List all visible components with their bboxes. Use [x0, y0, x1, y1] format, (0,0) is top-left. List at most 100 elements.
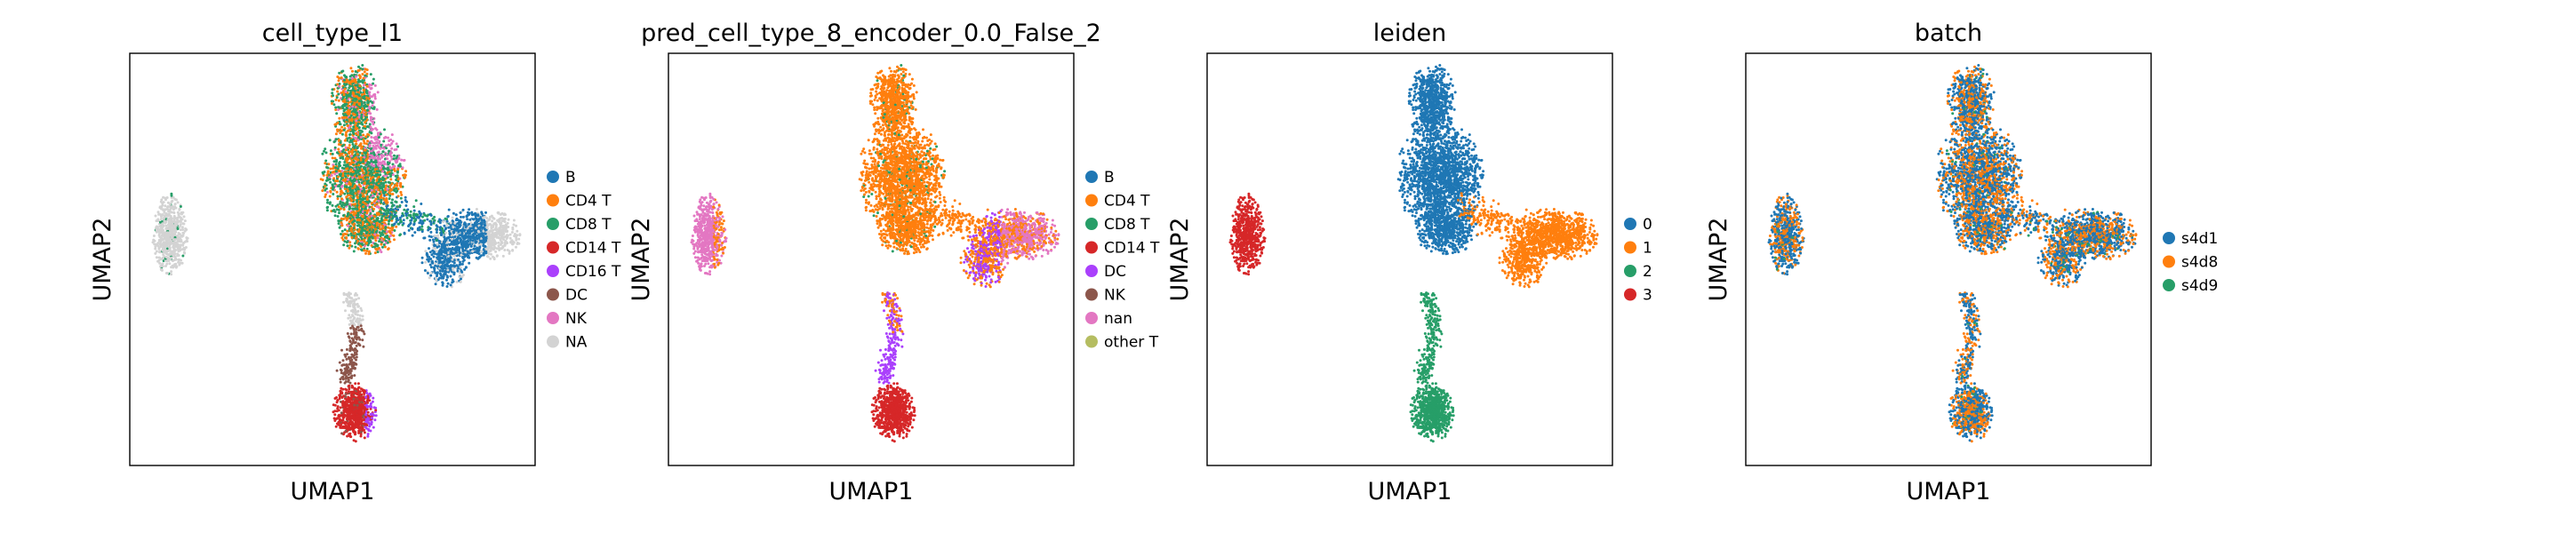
- scatter-point: [356, 195, 359, 198]
- scatter-point: [412, 212, 416, 216]
- scatter-point: [364, 251, 367, 255]
- scatter-point: [337, 79, 340, 83]
- scatter-point: [344, 387, 348, 391]
- scatter-point: [323, 149, 325, 153]
- scatter-point: [376, 138, 380, 141]
- scatter-point: [350, 192, 354, 195]
- scatter-point: [433, 215, 436, 219]
- scatter-point: [387, 226, 390, 229]
- scatter-point: [369, 125, 372, 129]
- scatter-point: [387, 248, 390, 251]
- scatter-point: [507, 218, 510, 221]
- scatter-point: [325, 206, 329, 210]
- scatter-point: [343, 171, 347, 175]
- scatter-point: [337, 222, 340, 226]
- scatter-point: [388, 197, 391, 201]
- scatter-point: [343, 240, 347, 243]
- scatter-point: [515, 238, 518, 242]
- scatter-point: [399, 182, 403, 185]
- scatter-point: [155, 225, 158, 228]
- scatter-point: [399, 220, 403, 223]
- scatter-point: [399, 185, 403, 188]
- scatter-point: [388, 139, 391, 142]
- scatter-point: [494, 226, 498, 229]
- scatter-point: [172, 259, 174, 263]
- scatter-point: [168, 262, 172, 266]
- scatter-point: [501, 254, 505, 258]
- scatter-point: [438, 242, 442, 245]
- scatter-point: [329, 201, 332, 204]
- scatter-point: [369, 166, 372, 170]
- scatter-point: [369, 73, 372, 76]
- scatter-point: [403, 158, 406, 162]
- scatter-point: [353, 109, 356, 113]
- scatter-point: [400, 193, 404, 196]
- scatter-point: [348, 314, 351, 317]
- scatter-point: [345, 409, 348, 412]
- scatter-point: [484, 251, 488, 255]
- scatter-point: [349, 67, 353, 70]
- scatter-point: [182, 215, 186, 219]
- scatter-point: [334, 170, 338, 173]
- scatter-point: [363, 70, 366, 74]
- scatter-point: [432, 240, 436, 243]
- scatter-point: [160, 198, 164, 202]
- scatter-point: [363, 393, 366, 395]
- scatter-point: [460, 238, 463, 242]
- scatter-point: [366, 434, 370, 438]
- scatter-point: [340, 369, 343, 372]
- scatter-point: [344, 354, 348, 358]
- scatter-point: [156, 211, 160, 214]
- scatter-point: [352, 235, 356, 237]
- scatter-point: [176, 252, 180, 256]
- scatter-point: [154, 245, 157, 249]
- scatter-point: [396, 208, 400, 211]
- scatter-point: [347, 234, 350, 237]
- scatter-point: [166, 272, 169, 274]
- scatter-point: [374, 185, 378, 188]
- scatter-point: [377, 188, 380, 192]
- scatter-point: [376, 251, 380, 254]
- scatter-point: [338, 71, 341, 75]
- scatter-point: [339, 200, 342, 203]
- scatter-point: [466, 218, 469, 221]
- scatter-point: [377, 136, 380, 139]
- scatter-point: [459, 211, 462, 214]
- scatter-point: [165, 247, 169, 251]
- scatter-point: [348, 322, 351, 326]
- scatter-point: [515, 224, 518, 227]
- scatter-point: [348, 243, 352, 247]
- scatter-point: [365, 250, 368, 252]
- scatter-point: [400, 158, 404, 162]
- scatter-point: [517, 242, 521, 245]
- scatter-point: [390, 201, 393, 204]
- scatter-point: [382, 139, 386, 143]
- scatter-point: [332, 209, 335, 212]
- scatter-point: [329, 189, 332, 193]
- scatter-point: [359, 142, 363, 146]
- scatter-point: [159, 218, 163, 221]
- scatter-point: [366, 410, 370, 414]
- scatter-point: [428, 238, 432, 242]
- scatter-point: [337, 92, 340, 96]
- scatter-point: [356, 309, 360, 313]
- scatter-point: [370, 420, 373, 424]
- scatter-point: [444, 227, 447, 231]
- scatter-point: [471, 250, 475, 253]
- scatter-point: [336, 195, 340, 198]
- scatter-point: [325, 173, 329, 177]
- scatter-point: [321, 152, 324, 155]
- scatter-point: [333, 413, 337, 417]
- scatter-point: [459, 266, 462, 269]
- scatter-point: [492, 222, 496, 226]
- scatter-point: [492, 235, 496, 238]
- scatter-point: [364, 219, 368, 222]
- scatter-point: [388, 219, 391, 222]
- scatter-point: [461, 208, 465, 211]
- scatter-point: [340, 181, 343, 185]
- scatter-point: [340, 125, 344, 129]
- scatter-point: [357, 172, 361, 176]
- scatter-point: [156, 219, 160, 222]
- scatter-point: [446, 282, 450, 285]
